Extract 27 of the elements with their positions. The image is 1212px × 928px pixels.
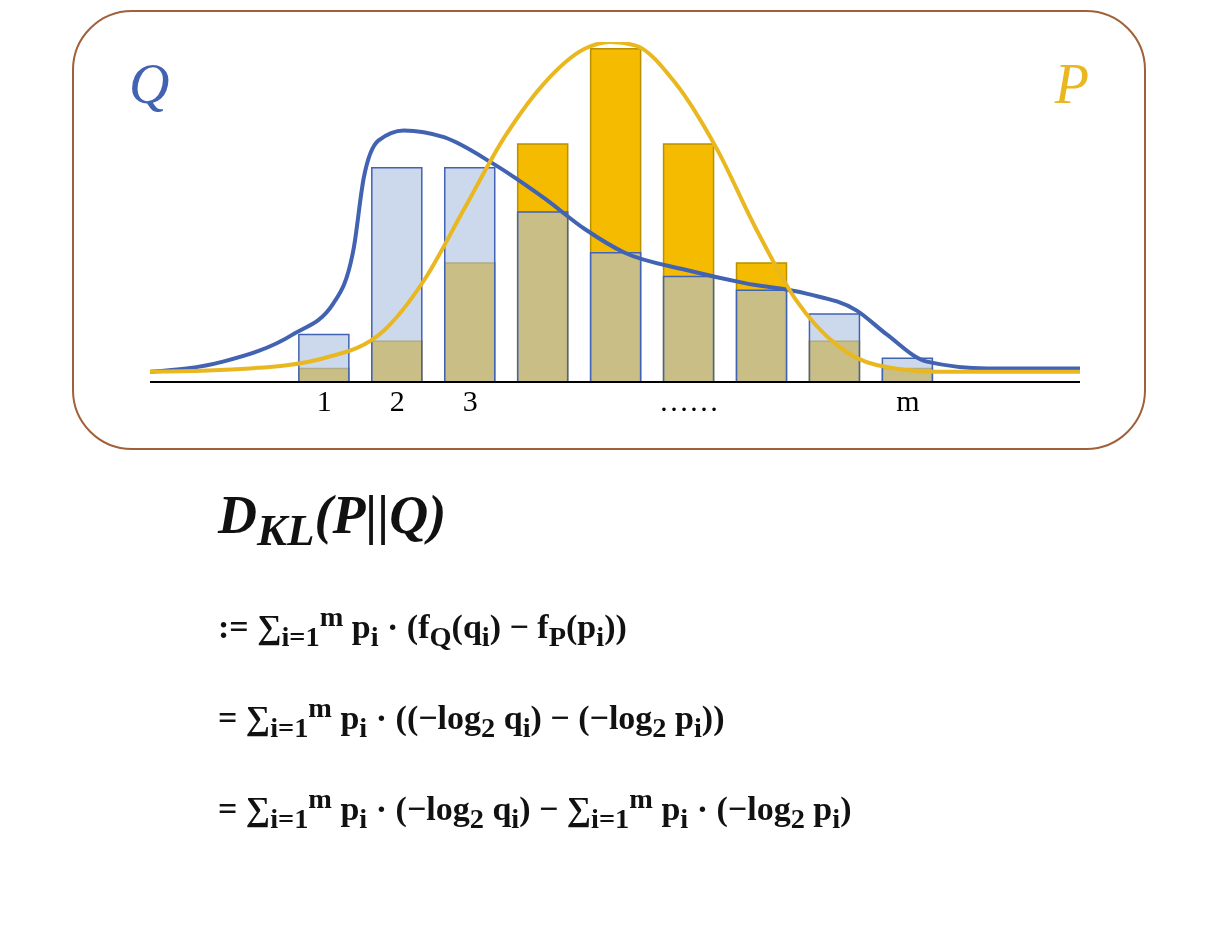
x-tick-label: 3	[462, 384, 478, 418]
x-tick-label: 2	[389, 384, 405, 418]
bar	[808, 313, 861, 382]
bar	[443, 167, 496, 382]
bar	[735, 289, 788, 382]
text: D$_{KL}$(P||Q)	[218, 484, 448, 557]
x-tick-label: m	[896, 384, 920, 418]
bar	[735, 262, 788, 382]
text: Q	[129, 52, 170, 116]
text: := ∑$_{i=1}$$^{m}$ p$_{i}$ · (f$_{Q}$(q$_{i}$) − f$_{P}$(p$_{i}$))	[218, 601, 627, 653]
bar	[589, 252, 642, 382]
bar	[371, 167, 423, 382]
bar	[443, 262, 496, 382]
bar	[589, 48, 642, 382]
bar	[516, 143, 569, 382]
bar	[662, 143, 715, 382]
x-tick-label: ……	[659, 384, 720, 418]
text: = ∑$_{i=1}$$^{m}$ p$_{i}$ · ((−log$_{2}$ q$_{i}$) − (−log$_{2}$ p$_{i}$))	[218, 692, 725, 744]
text: = ∑$_{i=1}$$^{m}$ p$_{i}$ · (−log$_{2}$ q$_{i}$) − ∑$_{i=1}$$^{m}$ p$_{i}$ · (−log$_{2}$ p$_{i}$)	[218, 783, 852, 835]
bar	[298, 333, 350, 382]
bar	[371, 340, 423, 382]
text: P	[1054, 52, 1089, 116]
bar	[298, 367, 350, 382]
bar	[662, 275, 715, 382]
bar	[516, 211, 569, 382]
x-tick-label: 1	[316, 384, 332, 418]
bar	[808, 340, 861, 382]
